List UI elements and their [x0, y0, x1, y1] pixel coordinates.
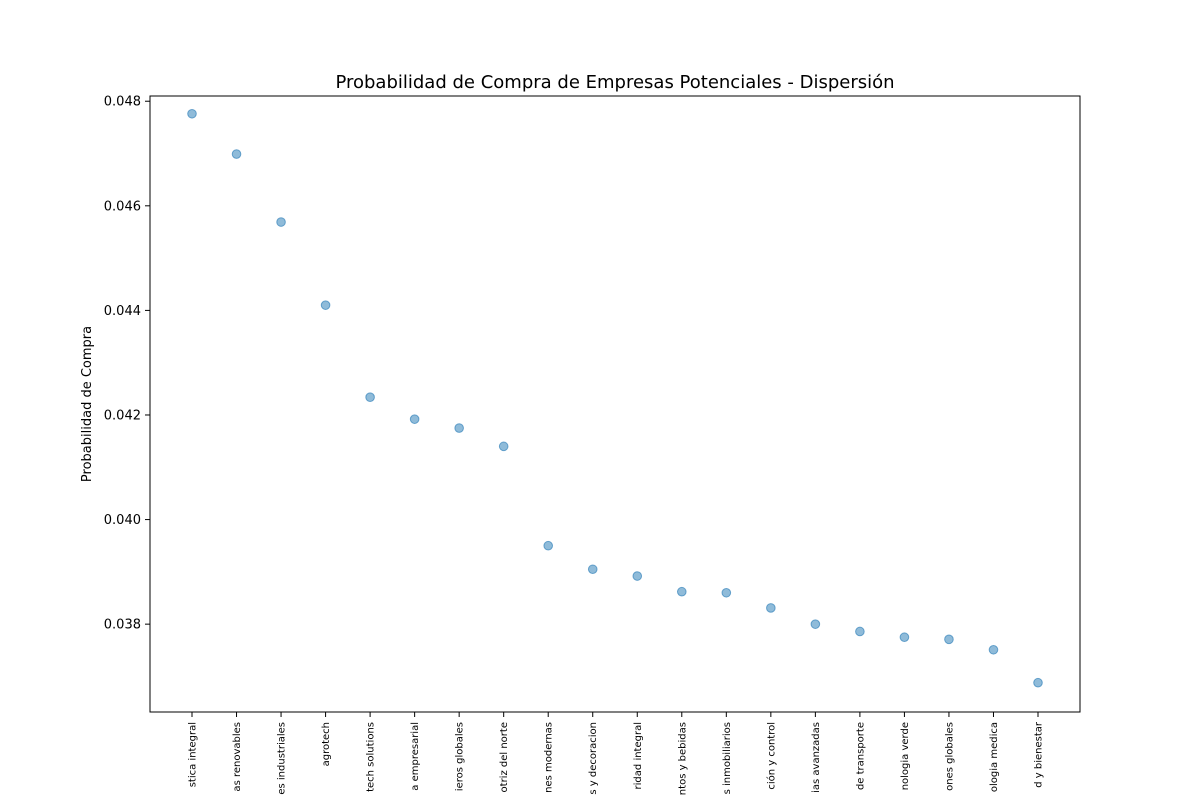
y-tick-label: 0.038 — [104, 618, 141, 633]
x-tick-label: ieros globales — [455, 722, 466, 791]
x-tick-label: ción y control — [765, 722, 777, 790]
data-point — [810, 619, 821, 629]
x-tick-label: de transporte — [855, 722, 866, 790]
x-tick-label: ntos y bebidas — [677, 722, 688, 795]
data-point — [766, 603, 776, 613]
plot-area: 0.038 0.040 0.042 0.044 0.046 0.048 stica inte… — [104, 95, 1081, 795]
x-tick-label: a empresarial — [410, 722, 421, 791]
x-tick-label: ones globales — [944, 722, 955, 791]
y-tick-label: 0.042 — [104, 408, 141, 423]
x-tick-label: ridad integral — [633, 722, 644, 789]
data-point — [320, 300, 331, 310]
axes-frame — [149, 95, 1081, 713]
y-tick-label: 0.040 — [104, 513, 141, 528]
x-tick-label: ias avanzadas — [811, 722, 822, 793]
data-point — [988, 644, 999, 655]
y-tick-label: 0.048 — [104, 95, 141, 110]
x-tick-label: as renovables — [232, 722, 243, 792]
y-axis-label: Probabilidad de Compra — [80, 326, 95, 482]
data-point — [944, 634, 954, 645]
data-point — [676, 586, 687, 597]
y-tick-label: 0.046 — [104, 199, 141, 214]
x-tick-label: d y bienestar — [1034, 721, 1045, 788]
data-point — [1033, 677, 1043, 688]
data-point — [899, 632, 910, 643]
x-tick-label: tech solutions — [366, 722, 377, 792]
data-point — [276, 217, 286, 227]
x-tick-label: ologia medica — [989, 722, 1000, 792]
data-point — [409, 414, 420, 424]
data-point — [498, 441, 509, 452]
x-tick-label: nologia verde — [900, 722, 911, 790]
data-point — [187, 108, 197, 119]
data-point — [855, 626, 865, 637]
y-tick-label: 0.044 — [104, 304, 141, 319]
x-tick-label: es industriales — [277, 722, 288, 795]
data-point — [543, 540, 554, 551]
data-point — [365, 392, 375, 403]
data-point — [721, 587, 732, 598]
x-tick-label: stica integral — [188, 722, 199, 787]
data-point — [587, 564, 598, 575]
data-point — [454, 423, 464, 433]
x-tick-label: s inmobiliarios — [722, 722, 733, 794]
x-tick-label: agrotech — [321, 722, 332, 766]
x-tick-label: nes modernas — [544, 722, 555, 793]
chart-title: Probabilidad de Compra de Empresas Poten… — [335, 72, 894, 93]
x-tick-label: otriz del norte — [499, 722, 510, 792]
data-point — [231, 149, 242, 159]
x-tick-label: s y decoracion — [588, 722, 599, 795]
data-point — [632, 571, 643, 581]
